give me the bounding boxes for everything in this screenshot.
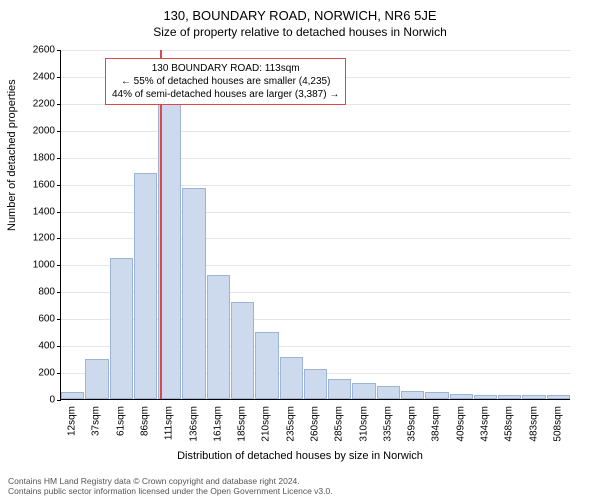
histogram-bar: [255, 332, 278, 399]
ytick-mark: [57, 319, 61, 320]
ytick-mark: [57, 292, 61, 293]
ytick-mark: [57, 50, 61, 51]
histogram-bar: [304, 369, 327, 399]
gridline: [61, 158, 571, 159]
xtick-label: 285sqm: [334, 406, 345, 442]
histogram-bar: [231, 302, 254, 399]
ytick-mark: [57, 131, 61, 132]
ytick-mark: [57, 185, 61, 186]
attribution-line1: Contains HM Land Registry data © Crown c…: [8, 476, 333, 486]
xtick-label: 161sqm: [212, 406, 223, 442]
xtick-label: 384sqm: [431, 406, 442, 442]
xtick-label: 12sqm: [67, 406, 78, 436]
xtick-label: 483sqm: [528, 406, 539, 442]
page-title: 130, BOUNDARY ROAD, NORWICH, NR6 5JE: [0, 0, 600, 23]
annotation-line1: 130 BOUNDARY ROAD: 113sqm: [112, 62, 339, 75]
ytick-mark: [57, 238, 61, 239]
xtick-label: 37sqm: [91, 406, 102, 436]
ytick-mark: [57, 104, 61, 105]
ytick-mark: [57, 212, 61, 213]
ytick-label: 1600: [0, 179, 55, 190]
ytick-label: 600: [0, 314, 55, 325]
xtick-label: 359sqm: [407, 406, 418, 442]
page-subtitle: Size of property relative to detached ho…: [0, 23, 600, 39]
xtick-label: 235sqm: [285, 406, 296, 442]
histogram-bar: [377, 386, 400, 399]
xtick-label: 260sqm: [310, 406, 321, 442]
histogram-bar: [522, 395, 545, 399]
xtick-label: 86sqm: [140, 406, 151, 436]
xtick-label: 434sqm: [480, 406, 491, 442]
histogram-bar: [547, 395, 570, 399]
ytick-mark: [57, 400, 61, 401]
ytick-label: 1400: [0, 206, 55, 217]
ytick-mark: [57, 158, 61, 159]
ytick-label: 2200: [0, 98, 55, 109]
xtick-label: 111sqm: [164, 406, 175, 440]
ytick-mark: [57, 265, 61, 266]
histogram-bar: [182, 188, 205, 399]
annotation-box: 130 BOUNDARY ROAD: 113sqm ← 55% of detac…: [105, 58, 346, 105]
ytick-label: 800: [0, 287, 55, 298]
histogram-bar: [328, 379, 351, 399]
histogram-bar: [474, 395, 497, 399]
histogram-bar: [280, 357, 303, 399]
histogram-bar: [352, 383, 375, 399]
ytick-label: 2600: [0, 45, 55, 56]
ytick-label: 400: [0, 341, 55, 352]
xtick-label: 61sqm: [115, 406, 126, 436]
histogram-bar: [498, 395, 521, 399]
histogram-bar: [425, 392, 448, 399]
x-axis-label: Distribution of detached houses by size …: [0, 450, 600, 462]
ytick-mark: [57, 373, 61, 374]
histogram-bar: [61, 392, 84, 399]
xtick-label: 458sqm: [504, 406, 515, 442]
xtick-label: 335sqm: [382, 406, 393, 442]
ytick-label: 1200: [0, 233, 55, 244]
ytick-label: 1800: [0, 152, 55, 163]
xtick-label: 136sqm: [188, 406, 199, 442]
histogram-bar: [401, 391, 424, 399]
histogram-bar: [207, 275, 230, 399]
ytick-label: 200: [0, 368, 55, 379]
ytick-label: 2400: [0, 71, 55, 82]
xtick-label: 409sqm: [455, 406, 466, 442]
annotation-line2: ← 55% of detached houses are smaller (4,…: [112, 75, 339, 88]
xtick-label: 185sqm: [237, 406, 248, 442]
attribution-line2: Contains public sector information licen…: [8, 486, 333, 496]
ytick-label: 2000: [0, 125, 55, 136]
xtick-label: 508sqm: [552, 406, 563, 442]
xtick-label: 210sqm: [261, 406, 272, 442]
histogram-bar: [450, 394, 473, 399]
ytick-label: 1000: [0, 260, 55, 271]
histogram-bar: [134, 173, 157, 399]
annotation-line3: 44% of semi-detached houses are larger (…: [112, 88, 339, 101]
gridline: [61, 50, 571, 51]
attribution: Contains HM Land Registry data © Crown c…: [8, 476, 333, 496]
gridline: [61, 131, 571, 132]
ytick-mark: [57, 77, 61, 78]
xtick-label: 310sqm: [358, 406, 369, 442]
histogram-bar: [110, 258, 133, 399]
histogram-bar: [85, 359, 108, 399]
ytick-label: 0: [0, 395, 55, 406]
ytick-mark: [57, 346, 61, 347]
